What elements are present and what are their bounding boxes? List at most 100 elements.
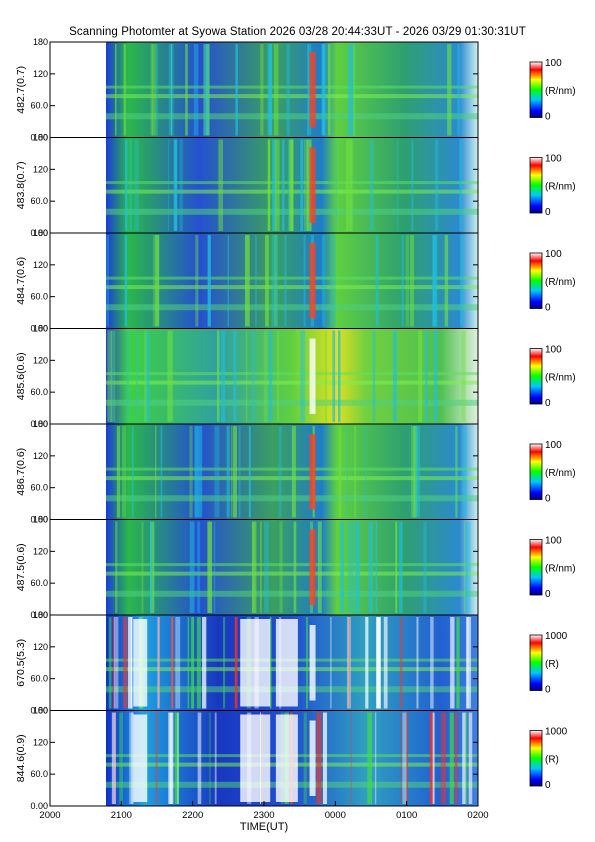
emission-streak — [284, 235, 287, 327]
colorbar — [529, 443, 543, 500]
emission-streak — [303, 139, 308, 231]
emission-streak — [173, 139, 178, 231]
colorbar-max-label: 100 — [545, 154, 562, 165]
panel-6: 0.00 60.0 120 180 487.5(0.6) 100 0 (R/nm) — [15, 515, 576, 621]
x-tick-label: 0200 — [467, 810, 488, 821]
emission-streak — [156, 44, 158, 136]
x-tick-label: 2300 — [253, 810, 274, 821]
emission-streak — [276, 235, 278, 327]
colorbar-unit-label: (R/nm) — [545, 468, 576, 479]
colorbar-unit-label: (R/nm) — [545, 372, 576, 383]
y-tick-label: 180 — [33, 515, 48, 525]
emission-streak — [252, 330, 255, 422]
saturated-region — [275, 714, 298, 802]
chart-title: Scanning Photomter at Syowa Station 2026… — [69, 26, 526, 38]
emission-streak — [216, 330, 220, 422]
emission-streak — [459, 235, 464, 327]
panel-3: 0.00 60.0 120 180 484.7(0.6) 100 0 (R/nm) — [15, 228, 576, 334]
y-tick-label: 0.00 — [30, 419, 48, 429]
emission-streak — [465, 712, 468, 804]
emission-streak — [462, 426, 467, 518]
emission-streak — [124, 235, 128, 327]
emission-peak — [309, 434, 316, 510]
saturated-region — [275, 619, 298, 707]
emission-streak — [197, 712, 202, 804]
emission-streak — [350, 712, 352, 804]
colorbar-min-label: 0 — [545, 589, 551, 600]
emission-streak — [338, 330, 341, 422]
emission-streak — [110, 330, 113, 422]
emission-streak — [293, 521, 297, 613]
emission-streak — [365, 617, 369, 709]
emission-streak — [272, 139, 277, 231]
x-tick-label: 2000 — [39, 810, 60, 821]
colorbar-max-label: 100 — [545, 345, 562, 356]
colorbar — [529, 61, 543, 118]
emission-streak — [449, 712, 454, 804]
emission-streak — [332, 330, 336, 422]
emission-streak — [279, 521, 283, 613]
emission-streak — [354, 426, 357, 518]
colorbar-unit-label: (R/nm) — [545, 86, 576, 97]
emission-streak — [466, 617, 472, 709]
y-tick-label: 120 — [33, 164, 48, 174]
emission-streak — [432, 235, 438, 327]
emission-streak — [213, 521, 216, 613]
emission-streak — [150, 521, 153, 613]
emission-streak — [245, 235, 250, 327]
colorbar-min-label: 0 — [545, 398, 551, 409]
emission-streak — [196, 617, 201, 709]
y-tick-label: 120 — [33, 260, 48, 270]
emission-streak — [348, 44, 354, 136]
emission-streak — [415, 426, 421, 518]
y-tick-label: 180 — [33, 37, 48, 47]
emission-streak — [171, 617, 174, 709]
emission-streak — [349, 139, 353, 231]
colorbar-unit-label: (R/nm) — [545, 277, 576, 288]
emission-streak — [430, 617, 434, 709]
emission-streak — [108, 617, 112, 709]
emission-streak — [330, 617, 332, 709]
emission-streak — [400, 712, 402, 804]
emission-streak — [167, 330, 169, 422]
emission-streak — [395, 521, 398, 613]
emission-streak — [374, 712, 377, 804]
emission-streak — [277, 330, 280, 422]
emission-streak — [347, 44, 350, 136]
y-tick-label: 0.00 — [30, 706, 48, 716]
emission-streak — [463, 521, 466, 613]
emission-streak — [447, 44, 452, 136]
emission-streak — [168, 44, 174, 136]
emission-streak — [218, 139, 224, 231]
colorbar-max-label: 1000 — [545, 727, 568, 738]
emission-streak — [375, 235, 379, 327]
emission-streak — [113, 617, 119, 709]
emission-streak — [251, 521, 257, 613]
panel-label: 487.5(0.6) — [15, 543, 27, 591]
emission-streak — [330, 235, 334, 327]
emission-streak — [128, 617, 133, 709]
emission-streak — [227, 235, 229, 327]
emission-streak — [204, 44, 209, 136]
emission-streak — [111, 712, 116, 804]
emission-streak — [129, 712, 134, 804]
emission-band — [106, 276, 478, 280]
emission-streak — [136, 330, 138, 422]
emission-streak — [168, 139, 170, 231]
y-tick-label: 180 — [33, 133, 48, 143]
emission-streak — [278, 426, 282, 518]
emission-streak — [222, 617, 226, 709]
panel-8: 0.00 60.0 120 180 844.6(0.9) 1000 0 (R) — [15, 706, 568, 812]
emission-streak — [339, 426, 342, 518]
emission-streak — [372, 330, 376, 422]
emission-streak — [238, 426, 241, 518]
emission-streak — [207, 521, 213, 613]
emission-streak — [226, 426, 230, 518]
y-tick-label: 0.00 — [30, 228, 48, 238]
panel-7: 0.00 60.0 120 180 670.5(5.3) 1000 0 (R) — [15, 610, 568, 716]
colorbar-max-label: 1000 — [545, 631, 568, 642]
emission-streak — [399, 617, 403, 709]
emission-band — [106, 94, 478, 99]
emission-streak — [340, 521, 345, 613]
